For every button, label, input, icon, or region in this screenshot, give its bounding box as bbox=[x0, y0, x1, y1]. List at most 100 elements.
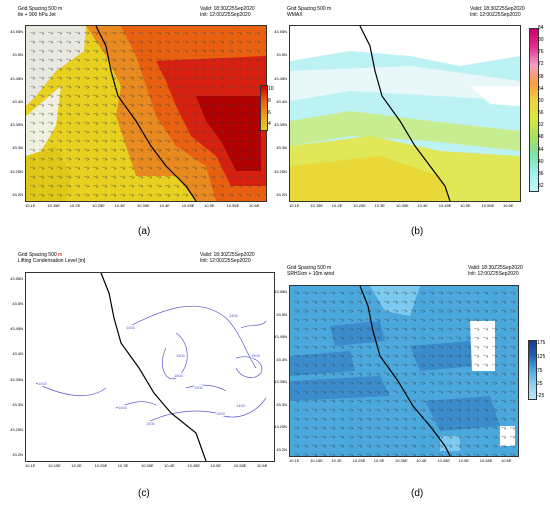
wind-arrow bbox=[119, 139, 126, 143]
contour-label: 1400 bbox=[118, 405, 127, 410]
wind-arrow bbox=[200, 112, 207, 116]
wind-arrow bbox=[38, 58, 45, 62]
wind-arrow bbox=[65, 49, 72, 53]
wind-arrow bbox=[56, 175, 63, 179]
wind-arrow bbox=[374, 426, 381, 430]
wind-arrow bbox=[119, 112, 126, 116]
panel-a-wind-arrows bbox=[29, 31, 266, 197]
wind-arrow bbox=[410, 336, 417, 340]
wind-arrow bbox=[500, 444, 507, 448]
wind-arrow bbox=[128, 193, 135, 197]
contour-label: 1400 bbox=[236, 403, 245, 408]
x-tick-label: 10.4E bbox=[164, 463, 175, 468]
wind-arrow bbox=[218, 49, 225, 53]
wind-arrow bbox=[419, 453, 426, 456]
wind-arrow bbox=[446, 363, 453, 367]
wind-arrow bbox=[419, 291, 426, 295]
wind-arrow bbox=[419, 426, 426, 430]
wind-arrow bbox=[38, 193, 45, 197]
wind-arrow bbox=[200, 31, 207, 35]
panel-d-cbar-label: 75 bbox=[537, 368, 543, 374]
wind-arrow bbox=[83, 166, 90, 170]
wind-arrow bbox=[56, 193, 63, 197]
wind-arrow bbox=[29, 157, 36, 161]
wind-arrow bbox=[473, 390, 480, 394]
wind-arrow bbox=[320, 336, 327, 340]
panel-b-cbar-label: 60 bbox=[538, 97, 544, 104]
wind-arrow bbox=[155, 76, 162, 80]
wind-arrow bbox=[200, 121, 207, 125]
wind-arrow bbox=[227, 193, 234, 197]
wind-arrow bbox=[218, 175, 225, 179]
wind-arrow bbox=[110, 103, 117, 107]
wind-arrow bbox=[92, 157, 99, 161]
wind-arrow bbox=[482, 381, 489, 385]
y-tick-label: 43.5N bbox=[12, 52, 23, 58]
wind-arrow bbox=[155, 67, 162, 71]
wind-arrow bbox=[302, 291, 309, 295]
panel-d-caption: (d) bbox=[411, 488, 424, 499]
wind-arrow bbox=[437, 426, 444, 430]
wind-arrow bbox=[200, 130, 207, 134]
wind-arrow bbox=[191, 40, 198, 44]
panel-b-coastline bbox=[359, 26, 451, 201]
wind-arrow bbox=[65, 139, 72, 143]
wind-arrow bbox=[383, 318, 390, 322]
wind-arrow bbox=[392, 327, 399, 331]
wind-arrow bbox=[509, 318, 516, 322]
wind-arrow bbox=[455, 399, 462, 403]
panel-b-cbar-label: 56 bbox=[538, 110, 544, 117]
x-tick-label: 10.25E bbox=[92, 203, 105, 208]
wind-arrow bbox=[173, 40, 180, 44]
wind-arrow bbox=[410, 417, 417, 421]
wind-arrow bbox=[509, 291, 516, 295]
wind-arrow bbox=[92, 193, 99, 197]
wind-arrow bbox=[218, 112, 225, 116]
wind-arrow bbox=[374, 291, 381, 295]
wind-arrow bbox=[383, 408, 390, 412]
wind-arrow bbox=[146, 139, 153, 143]
wind-arrow bbox=[464, 318, 471, 322]
wind-arrow bbox=[437, 408, 444, 412]
wind-arrow bbox=[401, 336, 408, 340]
wind-arrow bbox=[320, 318, 327, 322]
wind-arrow bbox=[311, 291, 318, 295]
wind-arrow bbox=[236, 193, 243, 197]
wind-arrow bbox=[263, 166, 266, 168]
wind-arrow bbox=[200, 85, 207, 89]
wind-arrow bbox=[83, 85, 90, 89]
wind-arrow bbox=[200, 148, 207, 152]
wind-arrow bbox=[209, 112, 216, 116]
wind-arrow bbox=[338, 363, 345, 367]
wind-arrow bbox=[173, 184, 180, 188]
wind-arrow bbox=[128, 94, 135, 98]
wind-arrow bbox=[293, 426, 300, 430]
wind-arrow bbox=[329, 453, 336, 456]
wind-arrow bbox=[191, 166, 198, 170]
wind-arrow bbox=[320, 444, 327, 448]
wind-arrow bbox=[74, 193, 81, 197]
wind-arrow bbox=[482, 345, 489, 349]
wind-arrow bbox=[245, 31, 252, 35]
wind-arrow bbox=[320, 390, 327, 394]
wind-arrow bbox=[245, 121, 252, 125]
wind-arrow bbox=[365, 435, 372, 439]
wind-arrow bbox=[47, 157, 54, 161]
wind-arrow bbox=[200, 184, 207, 188]
wind-arrow bbox=[56, 130, 63, 134]
wind-arrow bbox=[137, 94, 144, 98]
wind-arrow bbox=[65, 112, 72, 116]
wind-arrow bbox=[56, 94, 63, 98]
wind-arrow bbox=[410, 381, 417, 385]
wind-arrow bbox=[293, 399, 300, 403]
wind-arrow bbox=[401, 390, 408, 394]
wind-arrow bbox=[500, 336, 507, 340]
wind-arrow bbox=[464, 309, 471, 313]
wind-arrow bbox=[311, 354, 318, 358]
wind-arrow bbox=[500, 372, 507, 376]
wind-arrow bbox=[473, 381, 480, 385]
wind-arrow bbox=[365, 417, 372, 421]
wind-arrow bbox=[383, 417, 390, 421]
wind-arrow bbox=[155, 193, 162, 197]
wind-arrow bbox=[74, 166, 81, 170]
